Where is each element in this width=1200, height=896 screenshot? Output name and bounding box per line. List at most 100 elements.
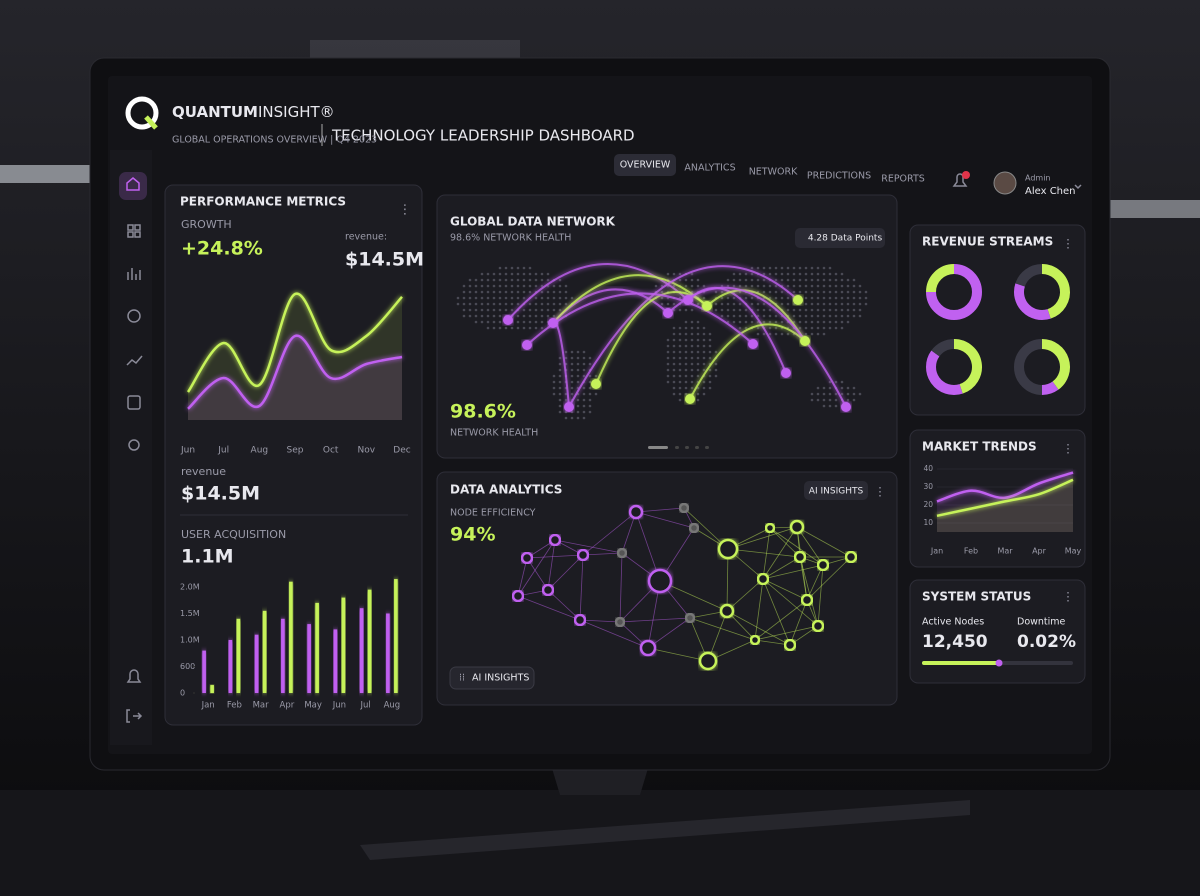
graph-node [548,533,562,547]
button-icon[interactable]: ⁞⁞ [459,673,465,684]
map-dot [756,266,760,270]
map-dot [486,314,490,318]
map-dot [690,284,694,288]
more-icon[interactable]: ⋮ [1062,590,1074,604]
grid-icon[interactable] [127,224,141,238]
map-dot [540,302,544,306]
bar [262,610,267,693]
map-dot [822,404,826,408]
map-dot [840,326,844,330]
bar [254,634,259,693]
more-icon[interactable]: ⋮ [874,485,886,499]
map-dot [678,350,682,354]
x-tick-label: Jun [332,701,346,711]
pager-dot [675,446,679,449]
map-dot [528,278,532,282]
bar [289,581,293,693]
map-dot [534,278,538,282]
badge[interactable] [804,481,868,500]
map-dot [834,320,838,324]
bar [210,685,214,693]
map-dot [516,284,520,288]
insights-button[interactable] [449,666,535,690]
more-icon[interactable]: ⋮ [1062,237,1074,251]
map-dot [510,272,514,276]
network-arc [689,323,806,400]
more-icon[interactable]: ⋮ [1062,442,1074,456]
map-dot [720,296,724,300]
map-dot [816,302,820,306]
graph-node [511,589,525,603]
map-dot [546,290,550,294]
nav-item[interactable]: OVERVIEW [620,160,671,171]
map-dot [678,308,682,312]
map-dot [678,338,682,342]
dropdown-icon[interactable] [1074,184,1082,190]
doc-icon[interactable] [127,395,141,410]
graph-node [844,550,858,564]
clock-icon[interactable] [127,309,141,323]
map-dot [816,278,820,282]
y-tick-label: 2.0M [180,583,200,592]
logo-tail [144,115,158,130]
city-node [702,301,712,311]
home-icon[interactable] [126,177,140,191]
map-dot [774,332,778,336]
map-dot [672,362,676,366]
map-dot [672,374,676,378]
map-dot [738,320,742,324]
acquisition-value: 1.1M [181,546,234,568]
logout-icon[interactable] [126,709,143,723]
map-dot [558,374,562,378]
button-text[interactable]: AI INSIGHTS [472,673,529,684]
map-dot [582,368,586,372]
map-dot [858,302,862,306]
map-dot [510,290,514,294]
map-dot [774,314,778,318]
graph-edge [619,617,691,623]
avatar[interactable] [993,171,1017,195]
x-tick-label: Mar [253,701,270,711]
user-name[interactable]: Alex Chen [1025,186,1076,197]
chart-icon[interactable] [127,268,141,280]
badge-text[interactable]: AI INSIGHTS [809,487,864,497]
nav-item[interactable]: NETWORK [749,167,798,178]
map-dot [714,368,718,372]
map-dot [468,308,472,312]
graph-node [678,502,690,514]
map-dot [708,338,712,342]
alert-icon[interactable] [126,669,142,683]
map-dot [828,290,832,294]
badge[interactable] [795,228,885,248]
nav-item[interactable]: ANALYTICS [684,163,735,174]
map-dot [744,296,748,300]
donut-segment [1041,264,1070,319]
map-dot [564,398,568,402]
map-dot [828,380,832,384]
graph-edge [727,526,798,550]
more-icon[interactable]: ⋮ [399,203,412,218]
badge-text[interactable]: 4.28 Data Points [808,234,883,244]
trend-icon[interactable] [126,355,143,366]
map-dot [840,278,844,282]
map-dot [696,374,700,378]
map-dot [822,272,826,276]
map-dot [552,314,556,318]
map-dot [762,284,766,288]
map-dot [498,302,502,306]
map-dot [684,356,688,360]
map-dot [504,326,508,330]
settings-icon[interactable] [128,439,140,451]
nav-item[interactable]: PREDICTIONS [807,171,871,182]
nav-item[interactable]: REPORTS [881,174,925,185]
map-dot [780,320,784,324]
map-dot [522,320,526,324]
map-dot [834,392,838,396]
map-dot [570,368,574,372]
x-tick-label: Feb [227,701,242,711]
graph-node [789,519,805,535]
map-dot [666,302,670,306]
bar [202,650,206,693]
map-dot [498,308,502,312]
bell-icon[interactable] [952,173,968,187]
